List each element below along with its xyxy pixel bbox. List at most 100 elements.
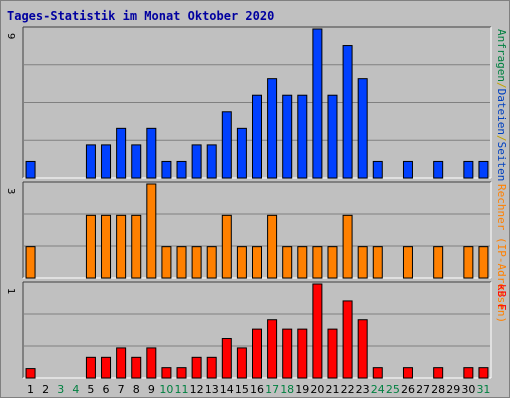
bar-day-28 [433,367,444,379]
bar-day-7 [116,214,127,279]
bar-day-16 [252,246,262,279]
x-tick-label: 24 [371,383,385,396]
panel-bottom: 1 kB F [5,281,508,379]
bar-day-10 [161,367,172,379]
bar-day-19 [297,328,308,379]
bar-day-11 [176,246,187,279]
x-tick-label: 13 [205,383,219,396]
bar-day-6 [101,144,112,179]
x-tick-label: 9 [148,383,155,396]
bar-day-16 [252,94,262,179]
x-tick-label: 31 [476,383,490,396]
bar-day-28 [433,246,444,279]
bar-day-17 [267,319,278,379]
bar-day-31 [478,367,489,379]
bar-day-9 [146,127,157,179]
bar-day-24 [372,367,383,379]
y-max-label: 3 [5,188,16,194]
x-tick-label: 23 [356,383,370,396]
x-tick-label: 25 [386,383,400,396]
x-tick-label: 11 [175,383,189,396]
side-label-part: Anfragen [495,29,508,82]
x-tick-label: 17 [265,383,279,396]
bar-day-7 [116,127,127,179]
x-tick-label: 3 [57,383,64,396]
x-tick-label: 19 [295,383,309,396]
bar-day-22 [342,300,353,379]
bar-day-8 [131,144,142,179]
bar-day-19 [297,246,308,279]
bar-day-30 [463,367,474,379]
x-tick-label: 26 [401,383,415,396]
bar-day-24 [372,246,383,279]
bar-day-13 [206,144,217,179]
bar-day-21 [327,246,338,279]
bar-day-7 [116,347,127,379]
bar-day-21 [327,94,338,179]
bar-day-11 [176,160,187,179]
x-tick-label: 1 [27,383,34,396]
bar-day-18 [282,328,293,379]
side-label-part: Dateien [495,89,508,135]
bar-day-1 [25,246,36,279]
side-label-part: kB F [495,284,508,311]
bar-day-13 [206,246,217,279]
bar-day-5 [85,144,96,179]
x-tick-label: 6 [103,383,110,396]
bar-day-8 [131,356,142,379]
panel-top: 9 Anfragen/Dateien/Seiten [5,26,508,181]
bar-day-13 [206,356,217,379]
bar-day-19 [297,94,308,179]
x-tick-label: 30 [461,383,475,396]
bar-day-8 [131,214,142,279]
bar-day-16 [252,328,262,379]
x-tick-label: 4 [72,383,79,396]
bar-day-10 [161,246,172,279]
x-axis-tick-labels: 1 2 3 4 5 6 7 8 9 10 11 12 13 14 15 16 17 18 19 20 21 22 23 24 2… [27,383,490,396]
chart-title: Tages-Statistik im Monat Oktober 2020 [7,9,274,23]
bar-day-31 [478,246,489,279]
bar-day-11 [176,367,187,379]
x-tick-label: 12 [190,383,204,396]
bar-day-30 [463,160,474,179]
chart-panels: 9 Anfragen/Dateien/Seiten 3 Rechner (IP-Adr… [5,26,508,379]
bar-day-26 [402,367,413,379]
bar-day-21 [327,328,338,379]
x-tick-label: 15 [235,383,249,396]
bar-day-14 [221,214,232,279]
bar-day-12 [191,356,202,379]
side-label: Rechner (IP-Adressen) [495,184,508,323]
bar-day-18 [282,94,293,179]
x-tick-label: 10 [159,383,173,396]
bar-day-22 [342,214,353,279]
bar-day-6 [101,214,112,279]
bar-day-20 [312,283,323,379]
bar-day-15 [236,246,247,279]
x-tick-label: 5 [87,383,94,396]
x-tick-label: 2 [42,383,49,396]
x-tick-label: 20 [310,383,324,396]
y-max-label: 9 [5,33,16,39]
bar-day-1 [25,160,36,179]
bar-day-9 [146,183,157,279]
bar-day-17 [267,78,278,179]
bar-day-20 [312,246,323,279]
bar-day-10 [161,160,172,179]
bar-day-1 [25,368,36,379]
bar-day-5 [85,214,96,279]
bar-day-5 [85,356,96,379]
bar-day-15 [236,127,247,179]
y-max-label: 1 [5,288,16,294]
bar-day-14 [221,111,232,179]
bar-day-14 [221,338,232,379]
side-label: Anfragen/Dateien/Seiten [495,29,508,181]
side-label-part: Seiten [495,142,508,182]
x-tick-label: 18 [280,383,294,396]
bar-day-24 [372,160,383,179]
x-tick-label: 21 [325,383,339,396]
bar-day-6 [101,356,112,379]
bar-day-9 [146,347,157,379]
bar-day-12 [191,144,202,179]
